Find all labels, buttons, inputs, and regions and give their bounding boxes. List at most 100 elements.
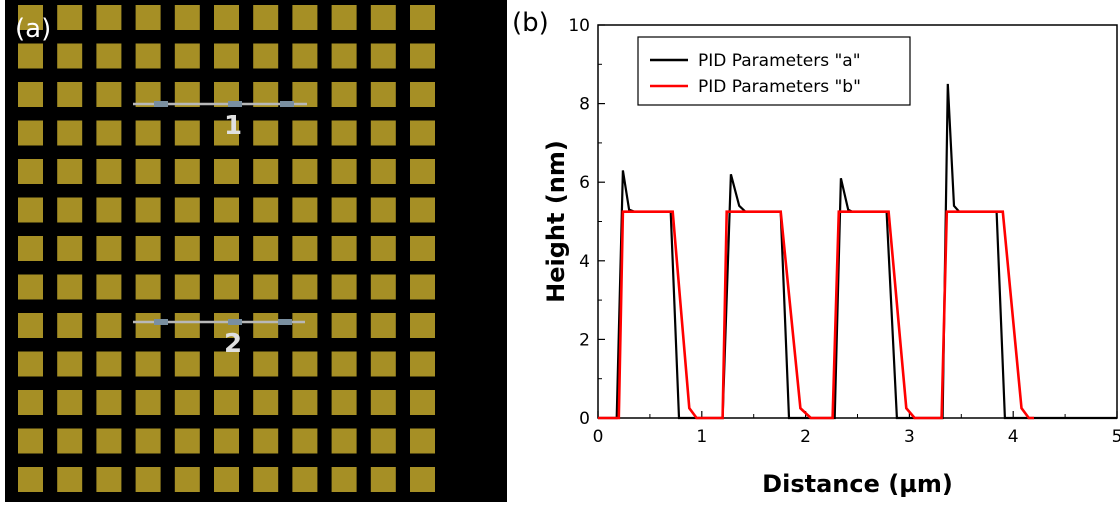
afm-square — [135, 159, 161, 184]
afm-square — [331, 313, 357, 338]
afm-square — [214, 428, 239, 454]
afm-square — [135, 197, 161, 223]
afm-square — [370, 120, 396, 146]
afm-square — [253, 351, 279, 377]
afm-square — [331, 197, 357, 223]
afm-square — [370, 351, 396, 377]
afm-square — [18, 43, 43, 69]
afm-square — [57, 120, 83, 146]
afm-square — [214, 274, 239, 300]
afm-square — [253, 197, 279, 223]
y-tick-label: 8 — [579, 95, 590, 115]
afm-square — [57, 351, 83, 377]
afm-square — [57, 43, 83, 69]
afm-square — [410, 467, 435, 492]
afm-square — [410, 274, 435, 300]
afm-square — [410, 351, 435, 377]
afm-square — [292, 274, 318, 300]
afm-square — [18, 428, 43, 454]
afm-square — [253, 120, 279, 146]
afm-square — [214, 351, 239, 377]
afm-square — [370, 274, 396, 300]
legend-box — [637, 36, 911, 106]
afm-square — [410, 390, 435, 415]
afm-square — [331, 467, 357, 492]
afm-square — [410, 236, 435, 261]
afm-square — [18, 5, 43, 30]
afm-square — [370, 428, 396, 454]
afm-square — [331, 236, 357, 261]
afm-square — [331, 120, 357, 146]
afm-square — [135, 428, 161, 454]
afm-square — [174, 467, 200, 492]
afm-square — [292, 43, 318, 69]
profile-marker — [228, 319, 242, 325]
afm-square — [410, 43, 435, 69]
afm-square — [18, 82, 43, 107]
x-axis-label: Distance (µm) — [762, 470, 953, 498]
afm-square — [135, 236, 161, 261]
profile-marker — [278, 319, 292, 325]
afm-square — [96, 313, 122, 338]
x-tick-label: 3 — [904, 427, 915, 447]
afm-square — [174, 428, 200, 454]
afm-square — [57, 313, 83, 338]
line-plot-panel: (b) 0 1 2 3 4 5 0 2 4 6 8 10 Distance (µm) Height (nm… — [512, 0, 1120, 502]
afm-square — [18, 313, 43, 338]
afm-square — [57, 197, 83, 223]
afm-square — [292, 120, 318, 146]
afm-square — [18, 274, 43, 300]
afm-square — [410, 428, 435, 454]
afm-square — [174, 197, 200, 223]
afm-square — [292, 236, 318, 261]
afm-square — [370, 159, 396, 184]
afm-square — [57, 82, 83, 107]
legend: PID Parameters "a" PID Parameters "b" — [637, 36, 911, 106]
afm-square — [174, 120, 200, 146]
afm-square — [174, 5, 200, 30]
afm-square — [370, 390, 396, 415]
afm-square — [214, 43, 239, 69]
afm-square — [18, 351, 43, 377]
afm-square — [135, 120, 161, 146]
afm-square — [96, 428, 122, 454]
x-tick-label: 4 — [1008, 427, 1019, 447]
afm-square — [174, 313, 200, 338]
afm-square — [331, 428, 357, 454]
x-tick-label: 1 — [696, 427, 707, 447]
afm-square — [410, 159, 435, 184]
profile-marker — [228, 101, 242, 107]
afm-square — [292, 467, 318, 492]
afm-square — [410, 82, 435, 107]
afm-square — [214, 159, 239, 184]
afm-square — [57, 5, 83, 30]
x-tick-label: 0 — [593, 427, 604, 447]
afm-square — [96, 5, 122, 30]
afm-square — [253, 428, 279, 454]
afm-square — [57, 467, 83, 492]
afm-square — [292, 5, 318, 30]
afm-square — [96, 351, 122, 377]
profile-marker — [154, 101, 168, 107]
afm-square — [96, 467, 122, 492]
afm-square — [292, 351, 318, 377]
afm-square — [18, 120, 43, 146]
afm-square — [292, 390, 318, 415]
legend-entry-a: PID Parameters "a" — [698, 51, 861, 71]
afm-square — [410, 197, 435, 223]
afm-square — [214, 120, 239, 146]
afm-square — [370, 467, 396, 492]
afm-square — [174, 43, 200, 69]
afm-square — [292, 197, 318, 223]
afm-square — [253, 390, 279, 415]
afm-square — [214, 313, 239, 338]
afm-square — [96, 82, 122, 107]
afm-square — [331, 82, 357, 107]
afm-square — [135, 43, 161, 69]
legend-entry-b: PID Parameters "b" — [698, 77, 861, 97]
afm-square — [214, 467, 239, 492]
afm-square — [253, 5, 279, 30]
afm-square — [57, 428, 83, 454]
afm-square — [18, 159, 43, 184]
